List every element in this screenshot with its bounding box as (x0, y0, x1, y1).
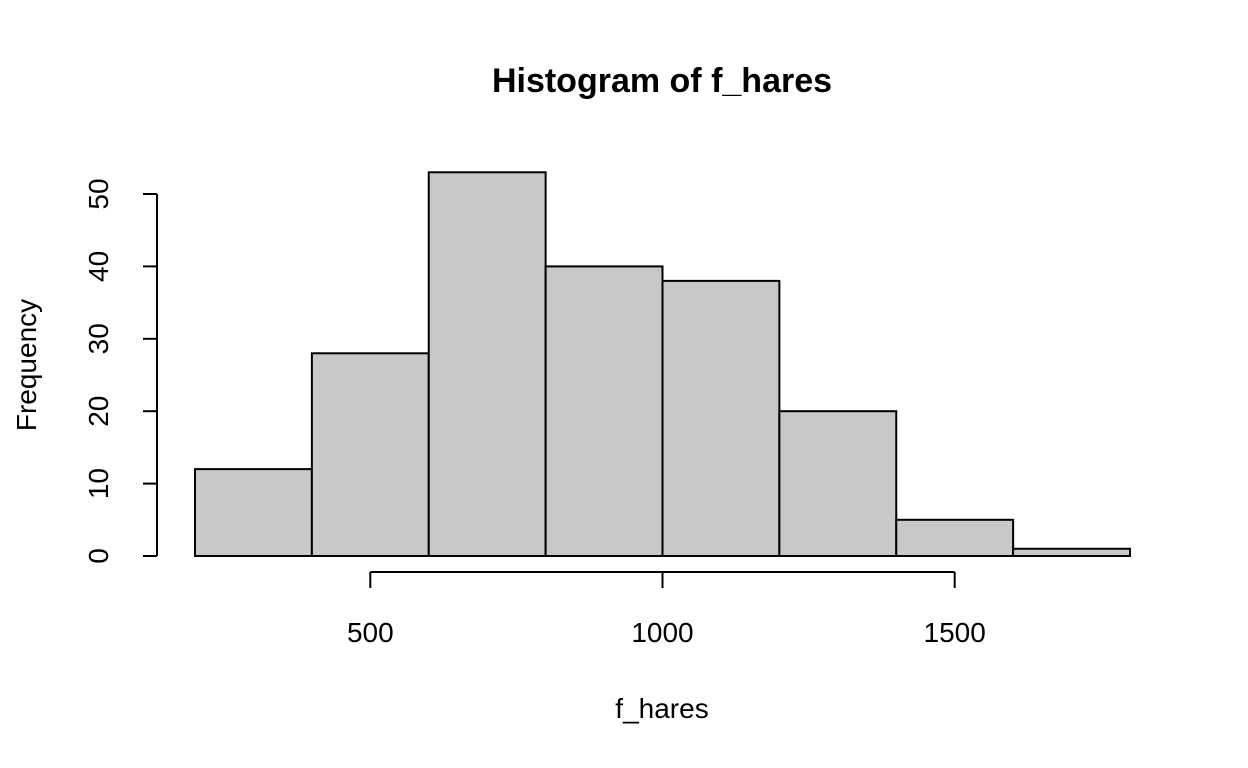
x-axis: 500 1000 1500 (347, 571, 986, 648)
x-axis-label: f_hares (615, 693, 708, 724)
histogram-bar-6 (778, 410, 898, 558)
histogram-bar-3 (427, 171, 547, 557)
histogram-bar-2 (310, 352, 430, 557)
histogram-bar-8 (1012, 547, 1131, 558)
histogram-bar-5 (661, 279, 781, 557)
x-tick-label: 500 (347, 617, 394, 648)
x-tick-label: 1000 (631, 617, 693, 648)
histogram-bar-1 (194, 468, 313, 557)
x-tick-label: 1500 (924, 617, 986, 648)
chart-title: Histogram of f_hares (492, 62, 832, 100)
histogram-bar-7 (895, 518, 1015, 557)
y-axis: 0 10 20 30 40 50 (83, 178, 158, 564)
bars-group (194, 171, 1131, 558)
y-tick-label: 0 (83, 548, 114, 564)
y-axis-label: Frequency (11, 299, 42, 431)
histogram-bar-4 (544, 265, 664, 557)
y-tick-label: 20 (83, 396, 114, 427)
y-tick-label: 30 (83, 323, 114, 354)
y-tick-label: 10 (83, 468, 114, 499)
y-tick-label: 40 (83, 251, 114, 282)
y-tick-label: 50 (83, 178, 114, 209)
